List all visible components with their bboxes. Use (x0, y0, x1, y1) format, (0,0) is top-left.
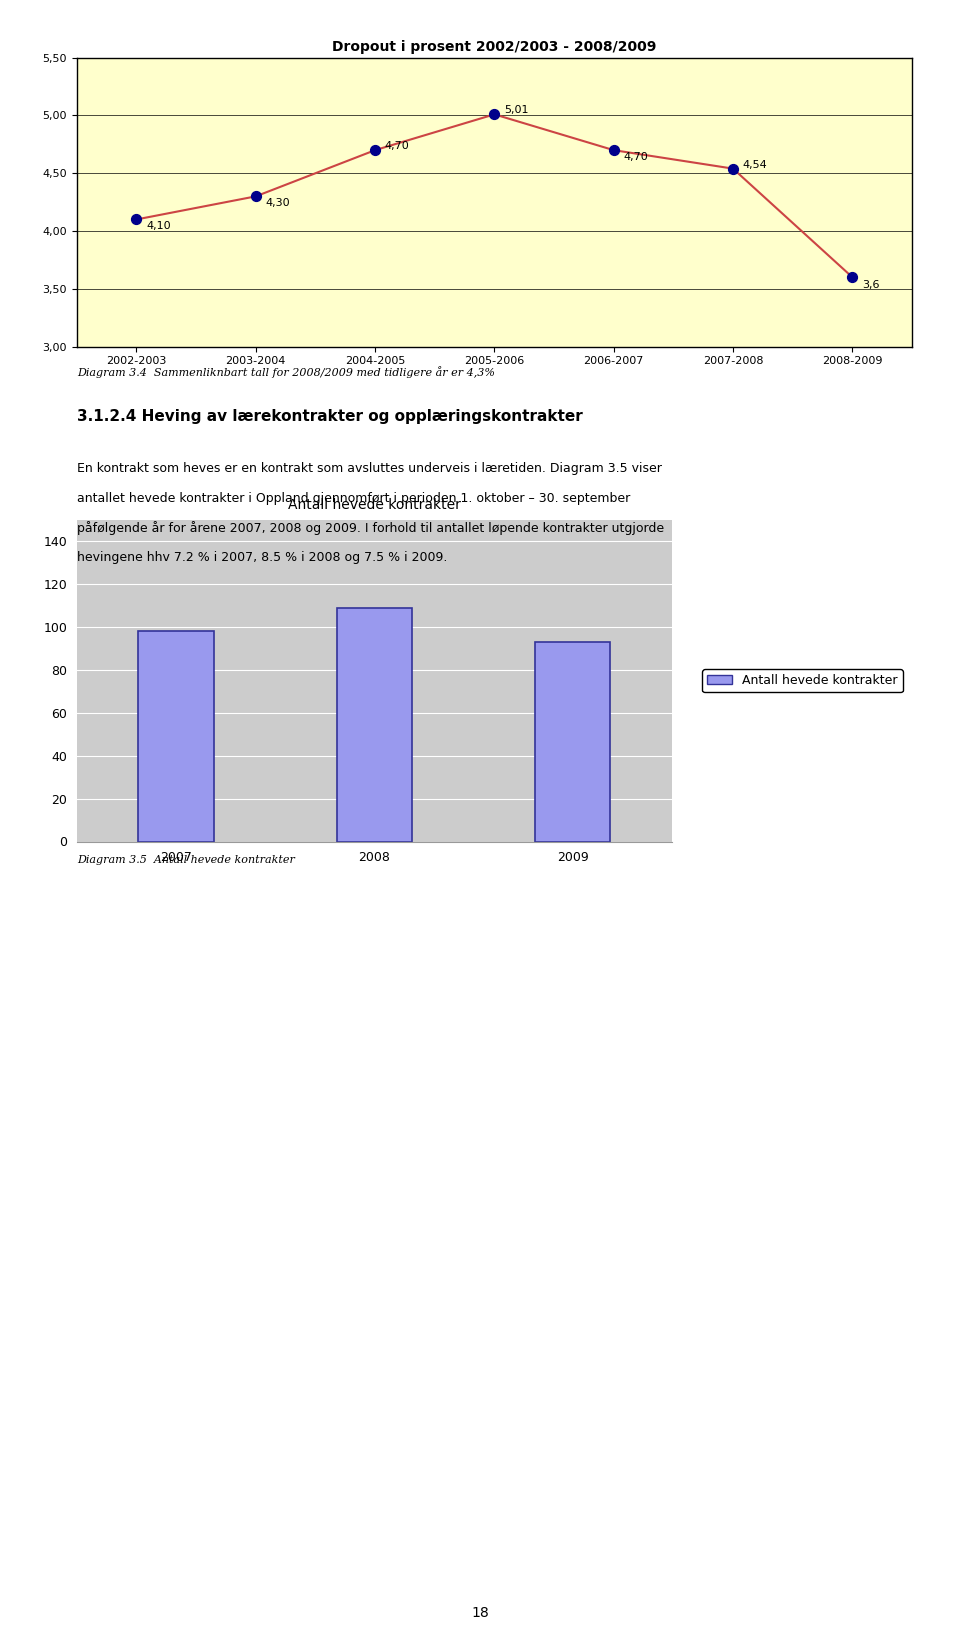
Text: 3,6: 3,6 (862, 280, 879, 290)
Point (606, 137, 621, 163)
Text: 18: 18 (471, 1607, 489, 1620)
Text: påfølgende år for årene 2007, 2008 og 2009. I forhold til antallet løpende kontr: påfølgende år for årene 2007, 2008 og 20… (77, 521, 664, 535)
Bar (138, 632, 214, 842)
Text: 3.1.2.4 Heving av lærekontrakter og opplæringskontrakter: 3.1.2.4 Heving av lærekontrakter og oppl… (77, 409, 583, 424)
Text: 4,70: 4,70 (623, 152, 648, 162)
Text: En kontrakt som heves er en kontrakt som avsluttes underveis i læretiden. Diagra: En kontrakt som heves er en kontrakt som… (77, 462, 661, 475)
Point (129, 206, 144, 233)
Text: Diagram 3.4  Sammenliknbart tall for 2008/2009 med tidligere år er 4,3%: Diagram 3.4 Sammenliknbart tall for 2008… (77, 366, 494, 378)
Text: antallet hevede kontrakter i Oppland gjennomført i perioden 1. oktober – 30. sep: antallet hevede kontrakter i Oppland gje… (77, 492, 630, 505)
Text: 4,54: 4,54 (743, 160, 767, 170)
Text: 4,30: 4,30 (265, 198, 290, 208)
Text: Diagram 3.5  Antall hevede kontrakter: Diagram 3.5 Antall hevede kontrakter (77, 855, 295, 865)
Bar (337, 607, 412, 842)
Title: Antall hevede kontrakter: Antall hevede kontrakter (288, 498, 461, 512)
Legend: Antall hevede kontrakter: Antall hevede kontrakter (702, 670, 902, 691)
Text: 5,01: 5,01 (504, 104, 528, 116)
Point (368, 137, 383, 163)
Text: hevingene hhv 7.2 % i 2007, 8.5 % i 2008 og 7.5 % i 2009.: hevingene hhv 7.2 % i 2007, 8.5 % i 2008… (77, 551, 447, 564)
Point (487, 101, 502, 127)
Text: 4,70: 4,70 (385, 140, 409, 150)
Point (845, 264, 860, 290)
Point (248, 183, 263, 210)
Title: Dropout i prosent 2002/2003 - 2008/2009: Dropout i prosent 2002/2003 - 2008/2009 (332, 40, 657, 54)
Text: 4,10: 4,10 (146, 221, 171, 231)
Bar (535, 642, 611, 842)
Point (726, 155, 741, 182)
